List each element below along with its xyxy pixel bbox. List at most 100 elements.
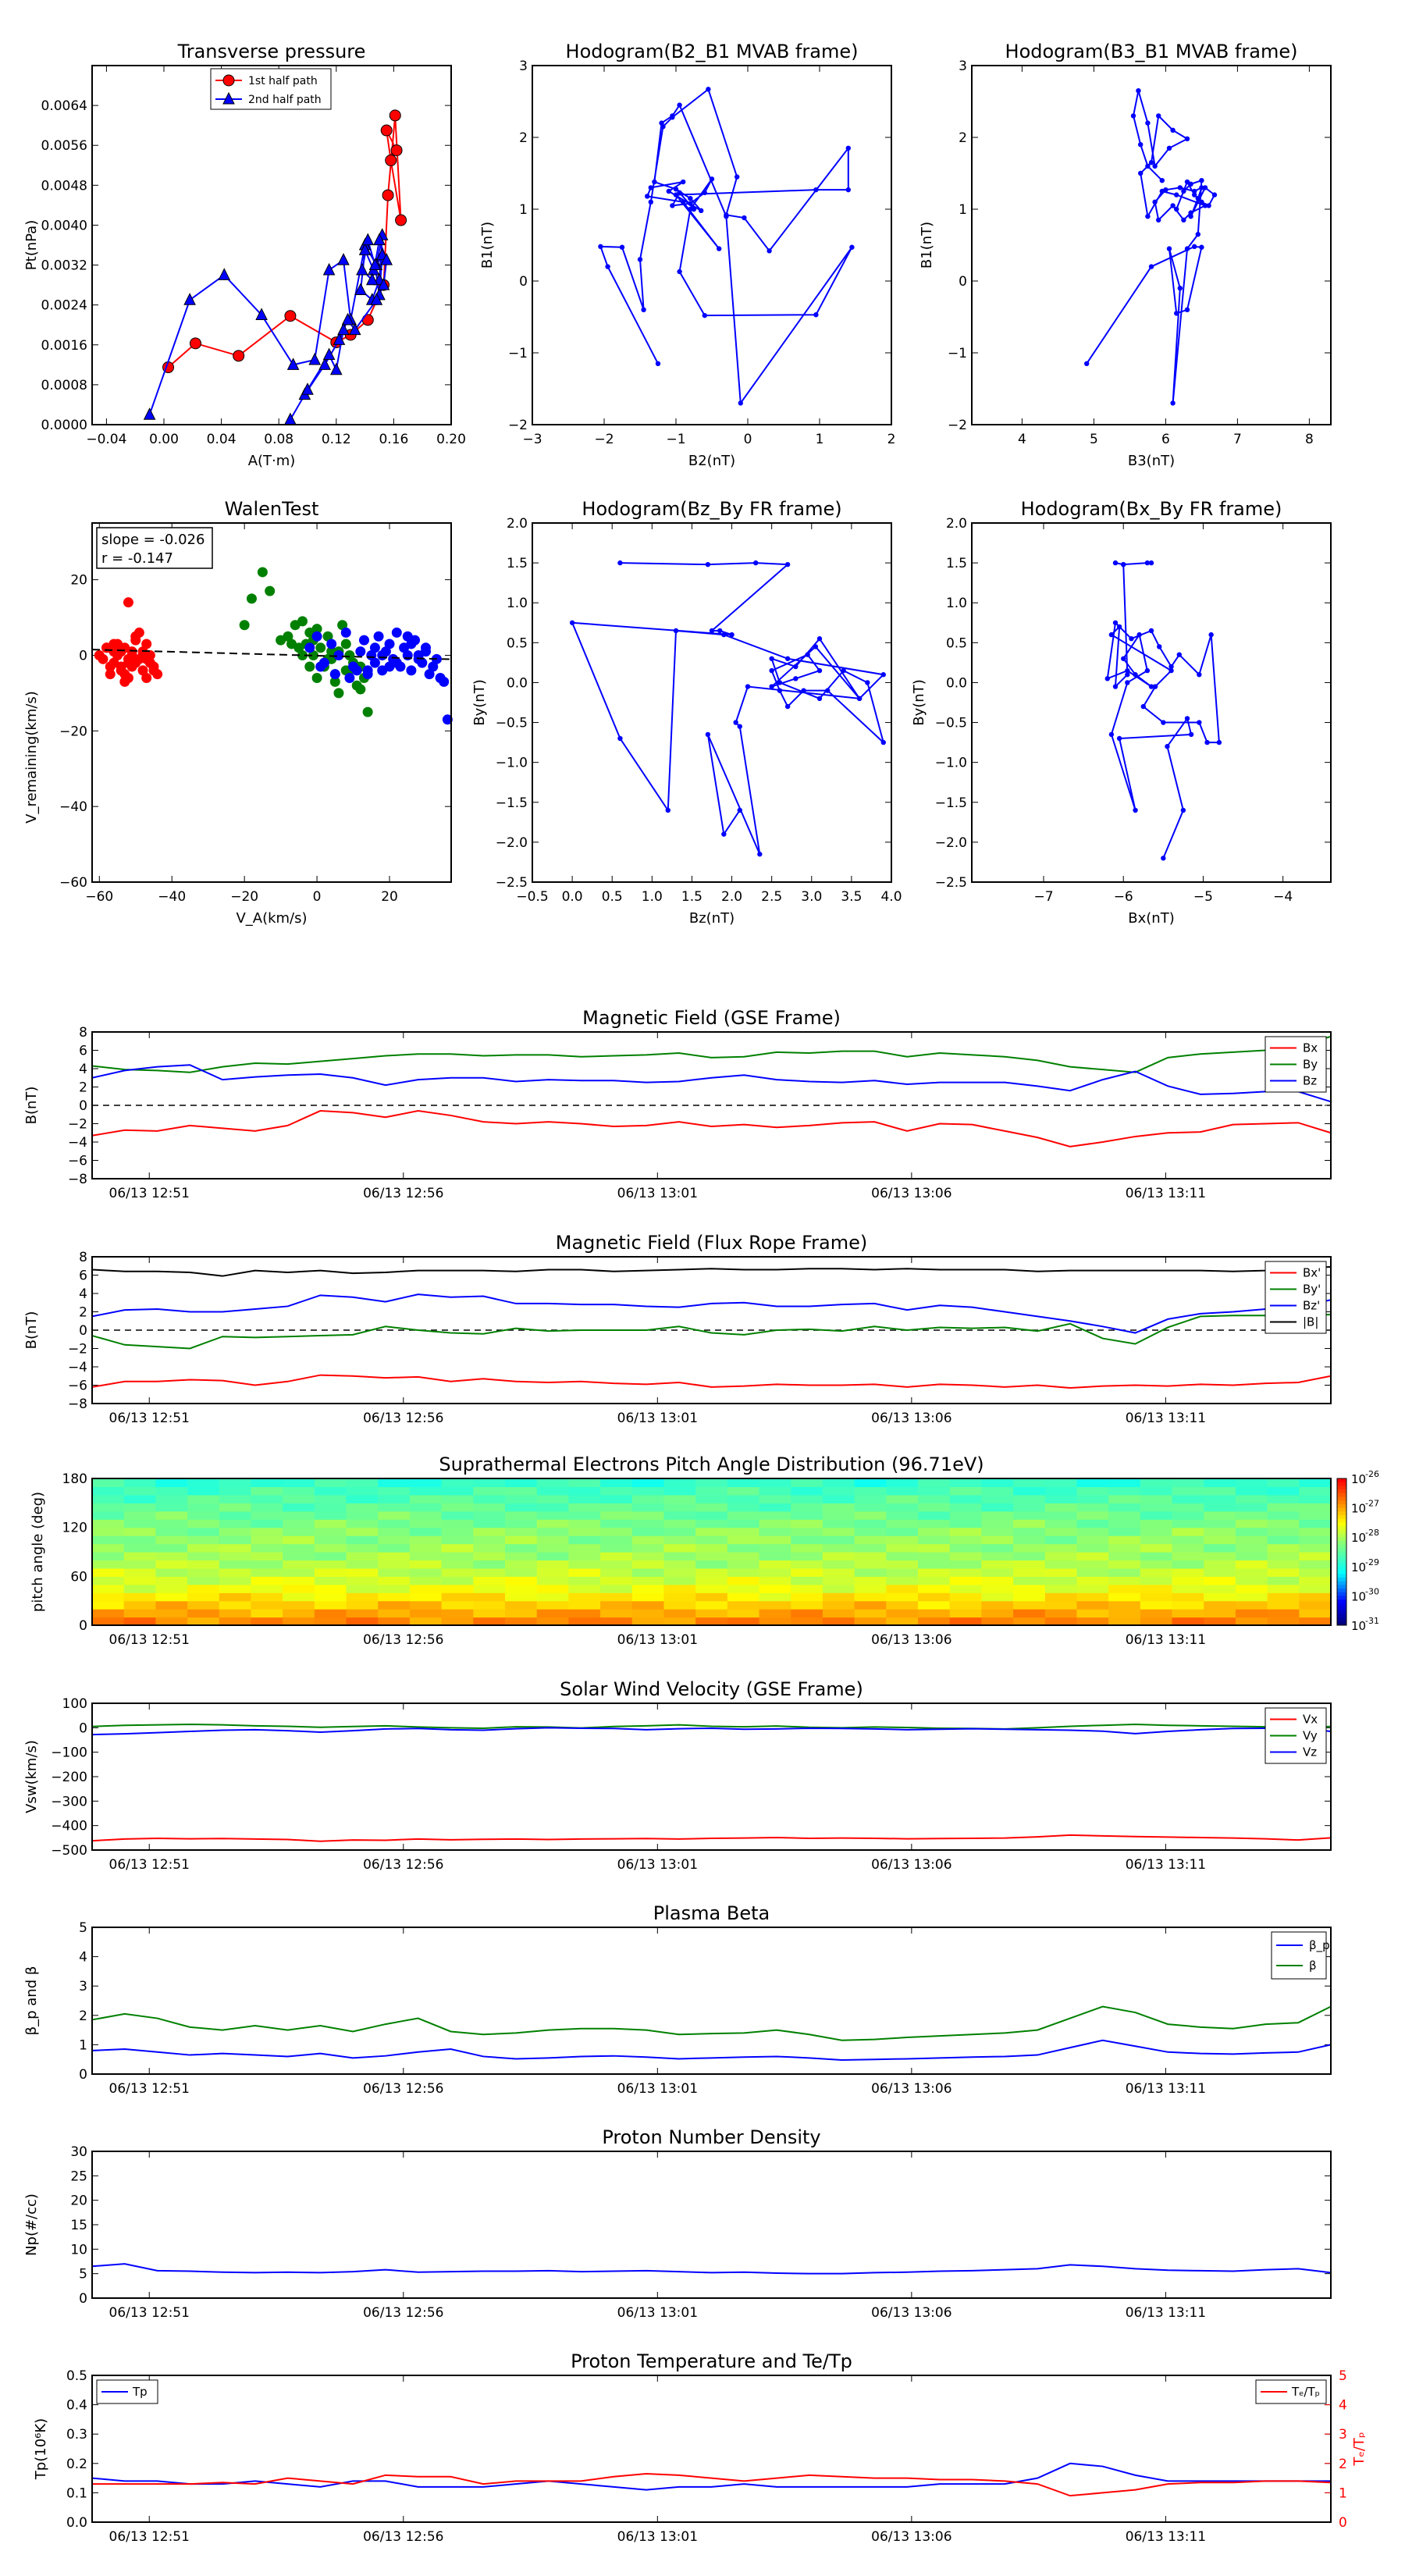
heatmap-cell — [822, 1486, 855, 1496]
data-point — [666, 188, 671, 194]
heatmap-cell — [1235, 1535, 1268, 1545]
heatmap-cell — [822, 1494, 855, 1503]
heatmap-cell — [1013, 1478, 1046, 1488]
data-point — [677, 269, 682, 275]
heatmap-cell — [759, 1552, 791, 1561]
data-point — [1108, 731, 1115, 738]
heatmap-cell — [219, 1560, 252, 1569]
heatmap-cell — [251, 1478, 283, 1488]
heatmap-cell — [886, 1543, 919, 1553]
data-point — [1195, 232, 1201, 237]
colorbar-exponent: -31 — [1365, 1616, 1379, 1626]
heatmap-cell — [759, 1600, 791, 1610]
heatmap-cell — [759, 1560, 791, 1569]
heatmap-cell — [155, 1543, 188, 1553]
x-tick-label: 0.16 — [379, 432, 408, 447]
y2-axis-label: Tₑ/Tₚ — [1351, 2432, 1368, 2466]
heatmap-cell — [854, 1600, 887, 1610]
heatmap-cell — [568, 1478, 601, 1488]
heatmap-cell — [409, 1510, 443, 1520]
data-point — [637, 257, 643, 262]
heatmap-cell — [219, 1592, 252, 1602]
heatmap-cell — [536, 1535, 569, 1545]
y-tick-label: 0 — [79, 1618, 87, 1634]
data-point — [1145, 214, 1151, 219]
y-tick-label: 0.0000 — [41, 418, 87, 433]
data-point — [673, 628, 679, 634]
legend-frame — [1271, 1931, 1327, 1980]
heatmap-cell — [314, 1552, 347, 1561]
heatmap-cell — [1108, 1519, 1141, 1528]
heatmap-cell — [378, 1600, 411, 1610]
chart-title: Proton Number Density — [602, 2126, 820, 2148]
y-tick-label: −2 — [508, 418, 528, 433]
heatmap-cell — [378, 1584, 411, 1593]
x-tick-label: 7 — [1233, 432, 1242, 447]
heatmap-cell — [1140, 1609, 1173, 1618]
data-point — [424, 669, 435, 680]
colorbar-label: 10 — [1351, 1560, 1366, 1574]
heatmap-cell — [1299, 1552, 1332, 1561]
heatmap-cell — [1267, 1535, 1300, 1545]
data-point — [1125, 680, 1130, 685]
heatmap-cell — [283, 1519, 315, 1528]
data-point — [1211, 192, 1218, 197]
data-point — [880, 739, 886, 745]
x-tick-label: 06/13 12:51 — [109, 2081, 190, 2097]
heatmap-cell — [600, 1552, 633, 1561]
data-point — [1133, 807, 1138, 813]
heatmap-cell — [219, 1519, 252, 1528]
heatmap-cell — [695, 1600, 728, 1610]
data-point — [137, 665, 148, 676]
data-point — [354, 283, 367, 295]
x-tick-label: 06/13 13:06 — [871, 1857, 951, 1873]
colorbar-segment — [1337, 1606, 1346, 1611]
data-point — [767, 248, 772, 254]
heatmap-cell — [251, 1567, 283, 1577]
annotation-box — [96, 527, 213, 569]
y-tick-label: 0.0056 — [41, 138, 87, 154]
series-line — [91, 2005, 1332, 2041]
heatmap-cell — [1204, 1560, 1236, 1569]
heatmap-cell — [123, 1494, 156, 1503]
data-point — [311, 631, 322, 642]
heatmap-cell — [283, 1567, 315, 1577]
data-point — [283, 631, 293, 642]
heatmap-cell — [187, 1478, 220, 1488]
x-tick-label: 0.0 — [562, 889, 583, 905]
data-point — [233, 350, 245, 362]
heatmap-cell — [981, 1503, 1014, 1512]
y-tick-label: 3 — [959, 59, 967, 74]
heatmap-cell — [92, 1584, 125, 1593]
heatmap-cell — [1299, 1478, 1332, 1488]
heatmap-cell — [1140, 1592, 1173, 1602]
x-tick-label: 06/13 12:51 — [109, 1411, 190, 1426]
data-point — [673, 187, 679, 192]
heatmap-cell — [1299, 1486, 1332, 1496]
y-tick-label: −8 — [68, 1172, 87, 1187]
heatmap-cell — [1172, 1527, 1204, 1536]
data-point — [673, 192, 679, 197]
heatmap-cell — [346, 1609, 379, 1618]
heatmap-cell — [251, 1543, 283, 1553]
colorbar-segment — [1337, 1570, 1346, 1574]
y-tick-label: −2.5 — [935, 875, 967, 891]
heatmap-cell — [1076, 1592, 1109, 1602]
heatmap-cell — [1140, 1494, 1173, 1503]
heatmap-cell — [981, 1478, 1014, 1488]
heatmap-cell — [854, 1560, 887, 1569]
data-point — [1121, 561, 1126, 568]
heatmap-cell — [600, 1609, 633, 1618]
heatmap-cell — [600, 1567, 633, 1577]
heatmap-cell — [600, 1584, 633, 1593]
heatmap-cell — [505, 1552, 538, 1561]
data-point — [123, 597, 133, 608]
chart-title: Hodogram(B2_B1 MVAB frame) — [566, 41, 859, 62]
heatmap-cell — [1140, 1535, 1173, 1545]
colorbar-exponent: -26 — [1365, 1469, 1379, 1479]
heatmap-cell — [155, 1576, 188, 1585]
heatmap-cell — [1267, 1486, 1300, 1496]
heatmap-cell — [505, 1609, 538, 1618]
data-point — [1112, 560, 1119, 566]
data-point — [1176, 652, 1182, 657]
